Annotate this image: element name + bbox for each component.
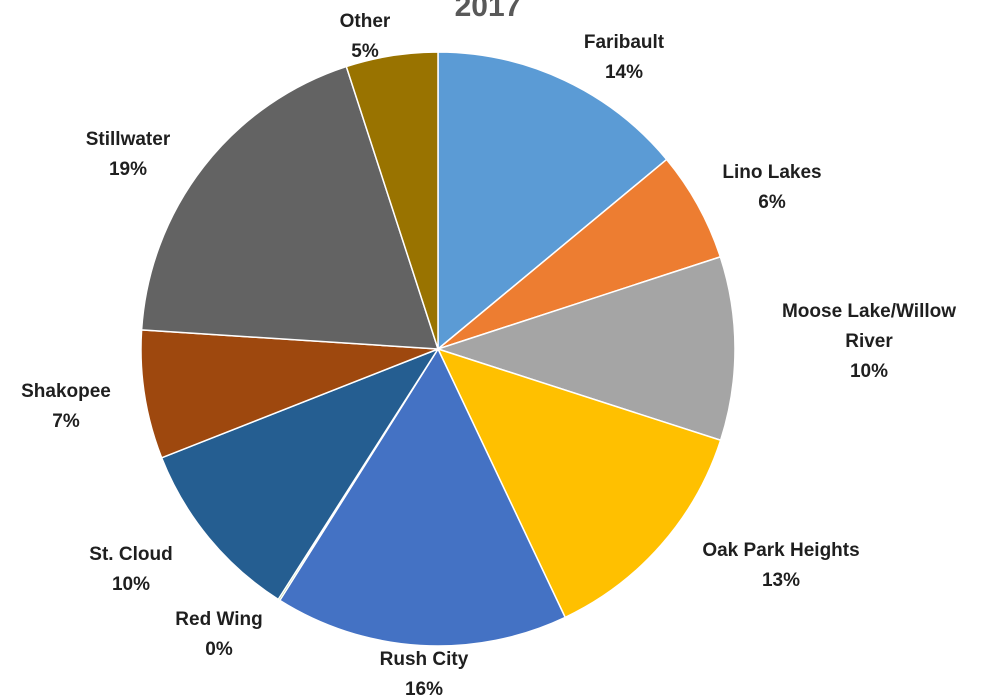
label-name-stillwater: Stillwater [86, 129, 171, 150]
label-percent-red-wing: 0% [205, 639, 233, 660]
label-name-moose-lake-willow-river: River [845, 331, 893, 352]
label-other: Other 5% [340, 11, 391, 62]
label-name-other: Other [340, 11, 391, 32]
label-stillwater: Stillwater 19% [86, 129, 171, 180]
label-name-shakopee: Shakopee [21, 381, 111, 402]
label-lino-lakes: Lino Lakes 6% [722, 162, 821, 213]
label-shakopee: Shakopee 7% [21, 381, 111, 432]
label-name-red-wing: Red Wing [175, 609, 262, 630]
label-percent-moose-lake-willow-river: 10% [850, 361, 888, 382]
label-oak-park-heights: Oak Park Heights 13% [702, 540, 859, 591]
label-rush-city: Rush City 16% [380, 649, 469, 698]
label-percent-oak-park-heights: 13% [762, 570, 800, 591]
slice-moose-lake-willow-river [435, 255, 736, 442]
chart-title: 2017 [455, 0, 522, 23]
label-percent-other: 5% [351, 41, 379, 62]
label-name-moose-lake-willow-river: Moose Lake/Willow [782, 301, 956, 322]
slice-rush-city [278, 347, 567, 647]
label-st-cloud: St. Cloud 10% [89, 544, 172, 595]
label-percent-lino-lakes: 6% [758, 192, 786, 213]
label-red-wing: Red Wing 0% [175, 609, 262, 660]
label-moose-lake-willow-river: Moose Lake/Willow River 10% [782, 301, 956, 382]
slice-shakopee [140, 329, 439, 459]
label-percent-faribault: 14% [605, 62, 643, 83]
slice-faribault [437, 51, 668, 351]
pie-labels: Faribault 14% Lino Lakes 6% Moose Lake/Willo… [21, 11, 956, 698]
label-name-oak-park-heights: Oak Park Heights [702, 540, 859, 561]
slice-st-cloud [160, 347, 440, 601]
label-name-rush-city: Rush City [380, 649, 469, 670]
label-percent-rush-city: 16% [405, 679, 443, 698]
pie-slices [140, 51, 736, 647]
slice-stillwater [140, 65, 440, 350]
label-percent-stillwater: 19% [109, 159, 147, 180]
label-faribault: Faribault 14% [584, 32, 665, 83]
label-name-st-cloud: St. Cloud [89, 544, 172, 565]
label-percent-shakopee: 7% [52, 411, 80, 432]
label-name-lino-lakes: Lino Lakes [722, 162, 821, 183]
label-name-faribault: Faribault [584, 32, 665, 53]
slice-oak-park-heights [436, 347, 722, 619]
slice-other [345, 51, 439, 350]
label-percent-st-cloud: 10% [112, 574, 150, 595]
